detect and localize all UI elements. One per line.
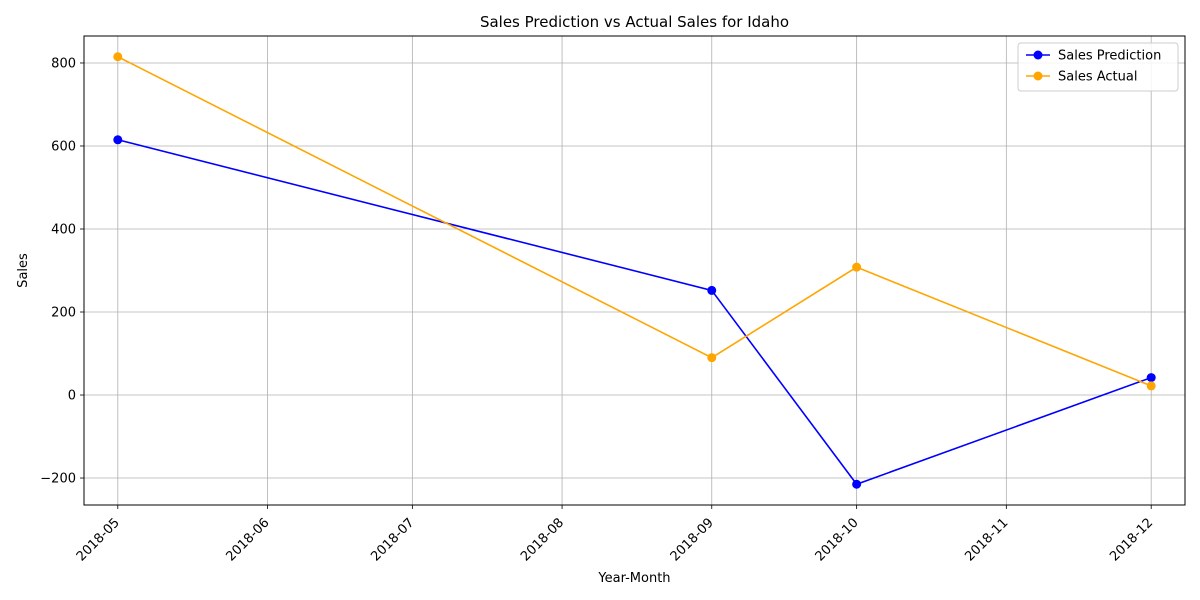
sales-prediction-point bbox=[707, 285, 717, 295]
y-tick-label: 0 bbox=[68, 389, 76, 404]
sales-actual-point bbox=[113, 52, 123, 62]
chart-title: Sales Prediction vs Actual Sales for Ida… bbox=[480, 13, 789, 31]
y-tick-label: 800 bbox=[51, 56, 76, 71]
legend-box bbox=[1017, 42, 1179, 92]
y-tick-label: 400 bbox=[51, 222, 76, 237]
sales-prediction-point bbox=[1146, 373, 1156, 383]
sales-prediction-point bbox=[852, 479, 862, 489]
y-axis: −200 0 200 400 600 800 bbox=[40, 56, 84, 487]
sales-actual-legend-label: Sales Actual bbox=[1058, 70, 1137, 85]
sales-prediction-legend-marker bbox=[1033, 50, 1043, 60]
legend: Sales Prediction Sales Actual bbox=[1017, 42, 1179, 92]
sales-actual-line bbox=[117, 56, 1152, 387]
sales-actual-point bbox=[707, 353, 717, 363]
sales-actual-point bbox=[852, 262, 862, 272]
y-tick-label: 200 bbox=[51, 306, 76, 321]
plot-frame bbox=[83, 35, 1186, 506]
sales-prediction-point bbox=[113, 135, 123, 145]
y-tick-label: −200 bbox=[40, 472, 76, 487]
series-layer bbox=[113, 52, 1156, 489]
x-axis-label: Year-Month bbox=[597, 571, 670, 586]
sales-actual-point bbox=[1146, 381, 1156, 391]
y-tick-label: 600 bbox=[51, 139, 76, 154]
sales-prediction-legend-label: Sales Prediction bbox=[1058, 49, 1161, 64]
grid-lines bbox=[84, 36, 1185, 505]
sales-actual-legend-marker bbox=[1033, 71, 1043, 81]
sales-prediction-line bbox=[117, 138, 1152, 486]
y-axis-label: Sales bbox=[16, 253, 31, 288]
